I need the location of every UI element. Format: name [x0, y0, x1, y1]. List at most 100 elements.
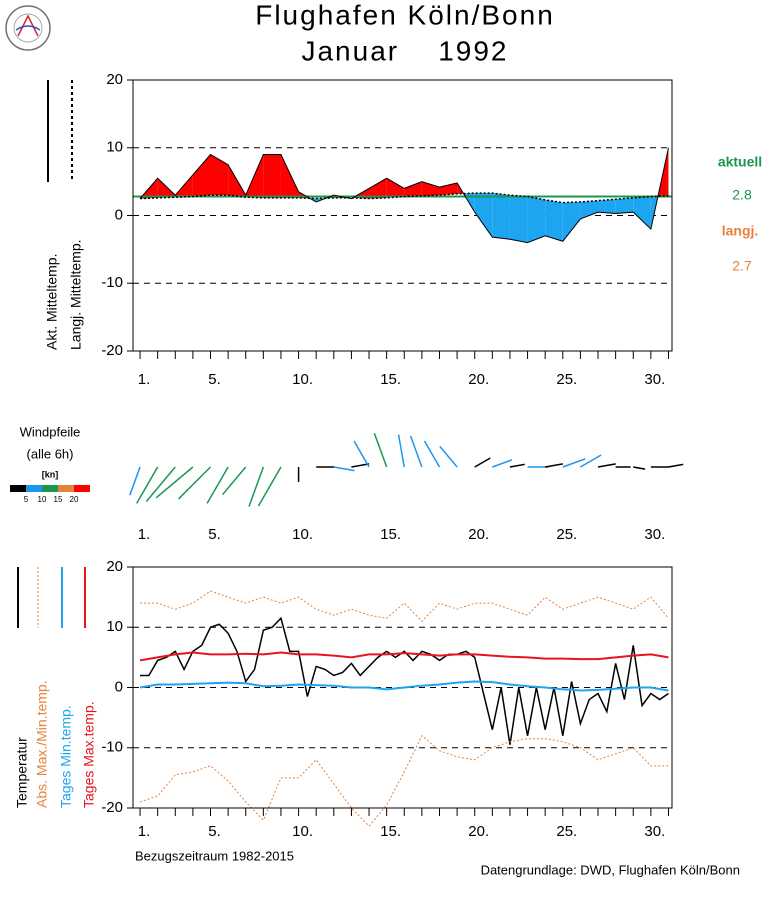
footer-right: Datengrundlage: DWD, Flughafen Köln/Bonn	[481, 862, 740, 877]
diff-area	[527, 196, 546, 243]
x-tick-label: 30.	[644, 371, 665, 388]
logo-mark	[15, 25, 41, 31]
reference-value: 2.8	[732, 187, 752, 203]
reference-name: langj.	[722, 223, 759, 239]
logo-mark	[17, 14, 39, 37]
x-tick-label: 10.	[292, 823, 313, 840]
diff-area	[369, 178, 387, 199]
wind-arrow	[373, 432, 388, 468]
legend-label: Langj. Mitteltemp.	[68, 240, 84, 351]
title: Flughafen Köln/Bonn	[255, 0, 555, 30]
diff-area	[192, 154, 211, 197]
reference-value: 2.7	[732, 258, 752, 274]
series-line	[139, 680, 669, 692]
y-tick-label: -20	[101, 342, 123, 359]
logo	[5, 5, 51, 51]
x-tick-label: 20.	[468, 371, 489, 388]
diff-area	[263, 154, 281, 198]
x-tick-label: 1.	[138, 371, 151, 388]
wind-arrow	[136, 466, 159, 504]
plot-frame	[132, 566, 673, 809]
x-tick-label: 1.	[138, 823, 151, 840]
y-tick-label: -10	[101, 274, 123, 291]
y-tick-label: 0	[115, 678, 123, 695]
x-tick-label: 25.	[556, 823, 577, 840]
wind-arrow	[145, 466, 176, 502]
y-tick-label: 20	[106, 558, 123, 575]
wind-arrow	[222, 466, 247, 496]
wind-arrow	[580, 454, 602, 468]
diff-area	[633, 196, 651, 230]
x-tick-label: 15.	[380, 526, 401, 543]
x-tick-label: 15.	[380, 371, 401, 388]
wind-arrow	[597, 463, 616, 468]
wind-arrow	[206, 466, 229, 504]
diff-area	[421, 181, 440, 196]
x-tick-label: 25.	[556, 371, 577, 388]
diff-area	[509, 195, 528, 243]
wind-arrow	[333, 466, 355, 472]
wind-arrow	[178, 466, 212, 500]
wind-arrow	[633, 466, 646, 470]
wind-arrow	[545, 463, 564, 468]
diff-area	[404, 181, 422, 197]
legend-label: Tages Max.temp.	[81, 701, 97, 808]
series-line	[139, 147, 669, 244]
wind-subtitle: (alle 6h)	[27, 446, 74, 461]
wind-arrow	[248, 466, 265, 507]
diff-area	[280, 154, 299, 198]
wind-arrow	[509, 463, 525, 468]
x-tick-label: 10.	[292, 371, 313, 388]
wind-arrow	[257, 466, 282, 507]
series-line	[140, 590, 669, 622]
wind-title: Windpfeile	[20, 424, 81, 439]
y-tick-label: -10	[101, 739, 123, 756]
wind-arrow	[409, 435, 423, 468]
x-tick-label: 1.	[138, 526, 151, 543]
wind-arrow	[492, 459, 513, 468]
colorbar-label: 15	[54, 495, 63, 504]
diff-area	[598, 199, 616, 214]
x-tick-label: 5.	[208, 371, 221, 388]
x-tick-label: 10.	[292, 526, 313, 543]
legend-label: Temperatur	[14, 737, 30, 808]
x-tick-label: 5.	[208, 823, 221, 840]
plot-frame	[132, 79, 673, 352]
legend-label: Abs. Max./Min.temp.	[34, 680, 50, 808]
x-tick-label: 5.	[208, 526, 221, 543]
wind-arrow	[155, 466, 194, 499]
colorbar-segment	[10, 485, 26, 492]
y-tick-label: 0	[115, 206, 123, 223]
subtitle: Januar 1992	[301, 35, 508, 66]
x-tick-label: 20.	[468, 526, 489, 543]
y-tick-label: 10	[106, 139, 123, 156]
colorbar-label: 20	[70, 495, 79, 504]
colorbar-segment	[74, 485, 90, 492]
diff-area	[474, 193, 493, 238]
series-line	[140, 192, 669, 204]
series-line	[140, 616, 669, 745]
diff-area	[615, 197, 634, 214]
colorbar-segment	[58, 485, 74, 492]
y-tick-label: 10	[106, 618, 123, 635]
wind-arrow	[474, 457, 491, 468]
wind-arrow	[562, 458, 586, 468]
logo-ring	[5, 5, 51, 51]
series-line	[139, 651, 669, 662]
legend-label: Akt. Mitteltemp.	[44, 254, 60, 350]
x-tick-label: 25.	[556, 526, 577, 543]
wind-arrow	[351, 463, 370, 468]
wind-arrow	[353, 440, 370, 468]
wind-arrow	[423, 440, 441, 468]
colorbar-segment	[42, 485, 58, 492]
wind-arrow	[439, 445, 458, 468]
x-tick-label: 15.	[380, 823, 401, 840]
wind-arrow	[668, 463, 684, 468]
diff-area	[210, 154, 229, 196]
footer-left: Bezugszeitraum 1982-2015	[135, 848, 294, 863]
wind-unit: [kn]	[42, 469, 59, 479]
legend-label: Tages Min.temp.	[58, 705, 74, 808]
x-tick-label: 20.	[468, 823, 489, 840]
colorbar-label: 10	[38, 495, 47, 504]
